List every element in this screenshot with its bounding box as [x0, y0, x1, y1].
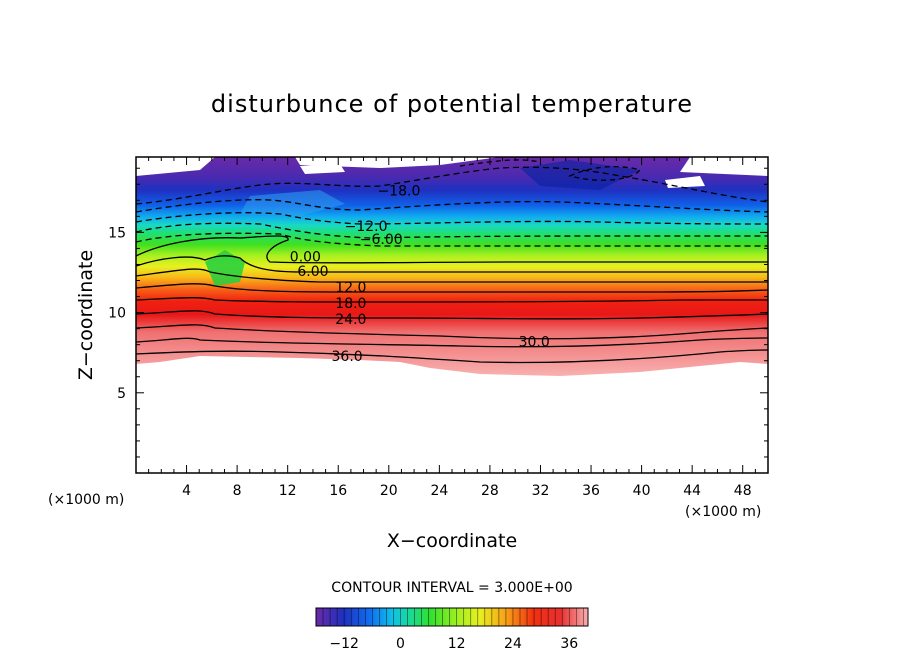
- green-bulge-patch: [205, 250, 245, 286]
- contour-label: 12.0: [335, 280, 366, 296]
- contour-label: 18.0: [335, 296, 366, 312]
- contour-line-solid: [136, 235, 768, 264]
- contour-label: 36.0: [332, 349, 363, 365]
- x-axis-label: X−coordinate: [387, 530, 517, 552]
- x-tick-label: 16: [329, 483, 347, 499]
- contour-line-dashed: [136, 166, 768, 205]
- x-tick-label: 12: [279, 483, 297, 499]
- contour-lines: [136, 159, 768, 364]
- contour-line-solid: [136, 337, 768, 348]
- white-gap-patch: [300, 164, 345, 174]
- light-blue-patch: [240, 190, 345, 216]
- contour-label: 24.0: [335, 312, 366, 328]
- contour-line-solid: [136, 283, 768, 293]
- colorbar-tick-label: 24: [504, 636, 522, 652]
- contour-label: −12.0: [345, 219, 388, 235]
- contour-line-solid: [136, 349, 768, 364]
- x-tick-label: 8: [233, 483, 242, 499]
- contour-label: 6.00: [297, 264, 328, 280]
- contour-line-dashed: [136, 212, 768, 225]
- colorbar-ticks: −12 0 12 24 36: [315, 608, 584, 652]
- x-tick-label: 36: [582, 483, 600, 499]
- contour-labels: −18.0 −12.0−6.00 0.006.00 12.018.024.0 30.0 3…: [290, 184, 550, 365]
- contour-line-dashed: [568, 166, 642, 181]
- x-tick-label: 24: [430, 483, 448, 499]
- contour-label: −18.0: [377, 184, 420, 200]
- white-gap-patch: [665, 176, 705, 188]
- contour-line-dashed: [136, 232, 768, 247]
- contour-line-solid: [136, 310, 768, 320]
- y-axis-ticks: 5 10 15: [108, 167, 768, 458]
- colorbar-tick-label: 36: [560, 636, 578, 652]
- chart-title: disturbunce of potential temperature: [211, 90, 693, 118]
- contour-label: 0.00: [290, 249, 321, 265]
- x-tick-label: 48: [734, 483, 752, 499]
- x-tick-label: 28: [481, 483, 499, 499]
- contour-line-dashed: [459, 159, 541, 167]
- contour-line-solid: [136, 324, 768, 340]
- x-tick-label: 40: [633, 483, 651, 499]
- contour-line-solid: [136, 268, 768, 283]
- dark-blue-core-patch: [520, 160, 640, 190]
- x-tick-label: 4: [182, 483, 191, 499]
- y-tick-label: 10: [108, 306, 126, 322]
- colorbar-tick-label: 12: [448, 636, 466, 652]
- z-unit-label: (×1000 m): [48, 492, 124, 508]
- colorbar-tick-label: 0: [396, 636, 405, 652]
- contour-interval-text: CONTOUR INTERVAL = 3.000E+00: [331, 580, 572, 596]
- x-unit-label: (×1000 m): [685, 504, 761, 520]
- plot-area: −18.0 −12.0−6.00 0.006.00 12.018.024.0 30.0 3…: [136, 157, 768, 376]
- x-axis-ticks: 4 8 12 16 20 24 28 32 36 40 44 48: [148, 157, 756, 499]
- x-tick-label: 44: [683, 483, 701, 499]
- contour-label: −6.00: [360, 232, 403, 248]
- colorbar-tick-label: −12: [329, 636, 359, 652]
- contour-label: 30.0: [519, 334, 550, 350]
- x-tick-label: 32: [532, 483, 550, 499]
- x-tick-label: 20: [380, 483, 398, 499]
- y-tick-label: 5: [117, 386, 126, 402]
- y-tick-label: 15: [108, 225, 126, 241]
- y-axis-label: Z−coordinate: [75, 250, 97, 380]
- contour-line-solid: [136, 255, 768, 273]
- colorbar: [315, 607, 589, 627]
- contour-line-solid: [136, 297, 768, 303]
- contour-line-dashed: [136, 199, 768, 213]
